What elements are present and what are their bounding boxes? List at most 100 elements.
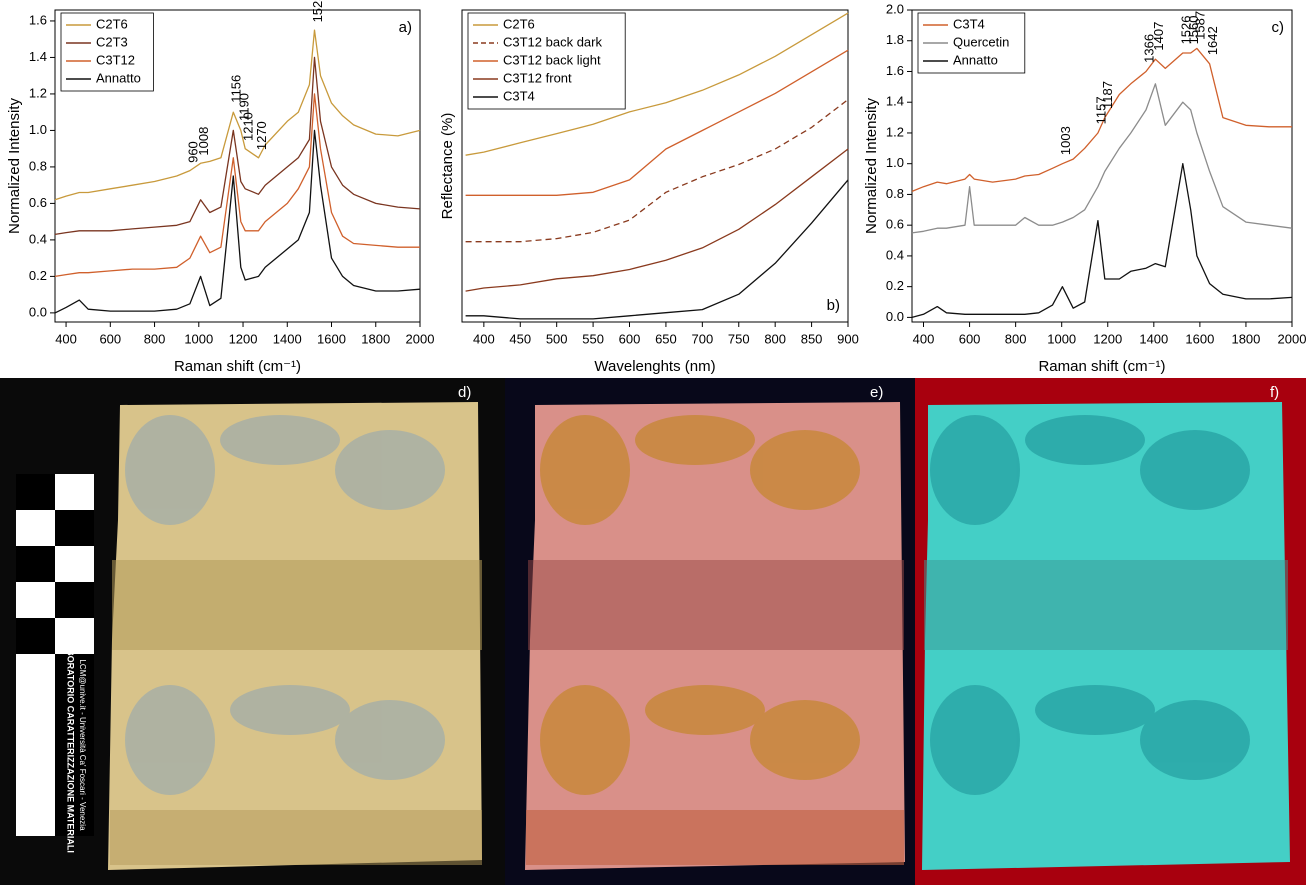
x-tick-label: 750 (728, 331, 750, 346)
y-axis-title: Reflectance (%) (439, 113, 456, 220)
x-tick-label: 2000 (406, 331, 435, 346)
peak-label: 1587 (1192, 11, 1207, 40)
y-tick-label: 0.6 (29, 195, 47, 210)
x-tick-label: 800 (1005, 331, 1027, 346)
y-tick-label: 0.6 (886, 217, 904, 232)
series-line (465, 179, 849, 320)
x-tick-label: 800 (764, 331, 786, 346)
series-line (54, 29, 421, 201)
panel-label: c) (1272, 19, 1285, 36)
legend-label: Annatto (96, 70, 141, 85)
y-tick-label: 0.8 (886, 186, 904, 201)
x-tick-label: 400 (55, 331, 77, 346)
series-line (465, 12, 849, 156)
x-tick-label: 400 (913, 331, 935, 346)
legend-box (60, 12, 154, 92)
peak-label: 1523 (310, 0, 325, 22)
y-tick-label: 0.0 (886, 309, 904, 324)
peak-label: 1156 (229, 75, 244, 103)
peak-label: 1187 (1100, 81, 1115, 109)
y-tick-label: 1.2 (29, 85, 47, 100)
x-axis-title: Raman shift (cm⁻¹) (1038, 358, 1165, 375)
fabric-band (526, 810, 904, 865)
series-line (465, 49, 849, 196)
motif (930, 415, 1250, 795)
y-tick-label: 0.4 (29, 231, 47, 246)
peak-label: 1407 (1151, 22, 1166, 51)
fabric-band (112, 560, 482, 650)
peak-label: 1270 (254, 121, 269, 150)
peak-label: 1008 (196, 127, 211, 156)
peak-label: 1526 (1178, 16, 1193, 45)
y-tick-label: 1.0 (29, 122, 47, 137)
chart: 400 600 800 1000 1200 1400 1600 1800 2000 0.0 0.2 0… (6, 0, 434, 375)
y-tick-label: 1.6 (29, 12, 47, 27)
scale-bar-text: LABORATORIO CARATTERIZZAZIONE MATERIALI (66, 637, 76, 853)
legend-label: C2T6 (96, 16, 128, 31)
x-tick-label: 600 (959, 331, 981, 346)
scale-checker (16, 474, 94, 836)
x-axis-title: Raman shift (cm⁻¹) (174, 358, 301, 375)
x-tick-label: 800 (144, 331, 166, 346)
plot-frame (54, 9, 421, 323)
series-line (911, 47, 1292, 193)
fabric-band (924, 560, 1288, 650)
y-tick-label: 0.4 (886, 247, 904, 262)
motif (540, 415, 860, 795)
x-tick-label: 1800 (1231, 331, 1260, 346)
x-tick-label: 1200 (1093, 331, 1122, 346)
x-tick-label: 1200 (229, 331, 258, 346)
panel-label: a) (399, 19, 412, 36)
legend-label: C3T4 (503, 88, 535, 103)
y-tick-label: 0.8 (29, 158, 47, 173)
y-tick-label: 1.4 (29, 49, 47, 64)
legend: C3T4 Quercetin Annatto (917, 12, 1026, 74)
x-tick-label: 550 (582, 331, 604, 346)
legend: C2T6 C2T3 C3T12 Annatto (60, 12, 154, 92)
panel-label: e) (870, 384, 883, 401)
x-tick-label: 1000 (184, 331, 213, 346)
panel-label: f) (1270, 384, 1279, 401)
y-tick-label: 1.4 (886, 94, 904, 109)
peak-label: 1210 (241, 112, 256, 141)
x-tick-label: 1800 (361, 331, 390, 346)
series-line (54, 93, 420, 278)
y-tick-label: 0.2 (886, 278, 904, 293)
x-tick-label: 400 (473, 331, 495, 346)
legend-label: C3T12 front (503, 70, 572, 85)
x-tick-label: 650 (655, 331, 677, 346)
x-tick-label: 1400 (273, 331, 302, 346)
plot-frame (911, 9, 1293, 323)
legend-label: C3T12 back dark (503, 34, 602, 49)
x-axis-title: Wavelenghts (nm) (594, 358, 715, 375)
panel-label: b) (827, 297, 840, 314)
fabric-band (528, 560, 904, 650)
legend-label: Annatto (953, 52, 998, 67)
legend-label: C3T12 back light (503, 52, 601, 67)
panel-label: d) (458, 384, 471, 401)
legend-label: C3T12 (96, 52, 135, 67)
peak-label: 1642 (1205, 26, 1220, 55)
series-line (911, 163, 1293, 319)
legend-label: C2T6 (503, 16, 535, 31)
series-line (465, 148, 849, 292)
x-tick-label: 1000 (1047, 331, 1076, 346)
y-tick-label: 0.0 (29, 304, 47, 319)
x-tick-label: 600 (99, 331, 121, 346)
series-line (911, 83, 1293, 234)
fabric-band (110, 810, 482, 865)
x-tick-label: 2000 (1278, 331, 1306, 346)
motif (125, 415, 445, 795)
peak-label: 1157 (1093, 96, 1108, 124)
x-tick-label: 1600 (317, 331, 346, 346)
legend-label: C3T4 (953, 16, 985, 31)
x-tick-label: 900 (837, 331, 859, 346)
x-tick-label: 500 (546, 331, 568, 346)
legend-label: Quercetin (953, 34, 1009, 49)
y-tick-label: 1.0 (886, 155, 904, 170)
series-line (54, 56, 421, 236)
y-tick-label: 1.2 (886, 124, 904, 139)
y-axis-title: Normalized Intensity (863, 98, 880, 234)
peak-label: 1560 (1186, 16, 1201, 45)
chart: 400 450 500 550 600 650 700 750 800 850 900 Wavelen… (439, 9, 859, 375)
